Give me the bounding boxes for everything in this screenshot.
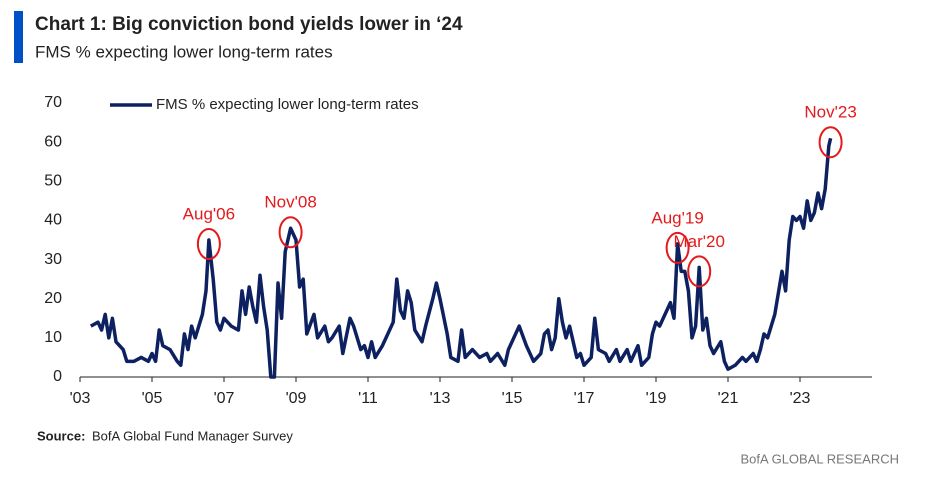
y-tick-label: 70: [44, 94, 62, 111]
source-text: BofA Global Fund Manager Survey: [92, 428, 293, 443]
x-tick-label: '15: [502, 390, 523, 407]
annotation-circle: [196, 228, 221, 260]
x-tick-label: '03: [70, 390, 91, 407]
x-tick-label: '13: [430, 390, 451, 407]
annotation-label: Nov'23: [804, 103, 856, 122]
x-tick-label: '17: [574, 390, 595, 407]
y-tick-label: 40: [44, 212, 62, 229]
title-accent: [14, 11, 23, 63]
data-line: [89, 137, 833, 379]
y-tick-label: 50: [44, 173, 62, 190]
x-tick-label: '21: [718, 390, 739, 407]
x-tick-label: '23: [790, 390, 811, 407]
x-tick-label: '07: [214, 390, 235, 407]
x-tick-label: '09: [286, 390, 307, 407]
chart-subtitle: FMS % expecting lower long-term rates: [35, 42, 333, 61]
x-tick-label: '05: [142, 390, 163, 407]
annotation-label: Nov'08: [264, 193, 316, 212]
source-label: Source:: [37, 428, 85, 443]
annotation-circle: [665, 231, 690, 264]
annotation-label: Aug'19: [651, 208, 703, 227]
credit: BofA GLOBAL RESEARCH: [741, 451, 899, 466]
annotation-circle: [818, 126, 843, 159]
chart-title: Chart 1: Big conviction bond yields lowe…: [35, 14, 463, 35]
x-tick-label: '11: [358, 390, 378, 407]
y-tick-label: 20: [44, 290, 62, 307]
annotation-circle: [278, 216, 303, 249]
y-tick-label: 10: [44, 329, 62, 346]
annotation-label: Aug'06: [183, 204, 235, 223]
y-tick-label: 30: [44, 251, 62, 268]
y-tick-label: 60: [44, 133, 62, 150]
annotation-label: Mar'20: [673, 232, 724, 251]
legend-label: FMS % expecting lower long-term rates: [156, 96, 419, 113]
annotation-circle: [687, 255, 712, 288]
x-tick-label: '19: [646, 390, 667, 407]
y-tick-label: 0: [53, 368, 62, 385]
